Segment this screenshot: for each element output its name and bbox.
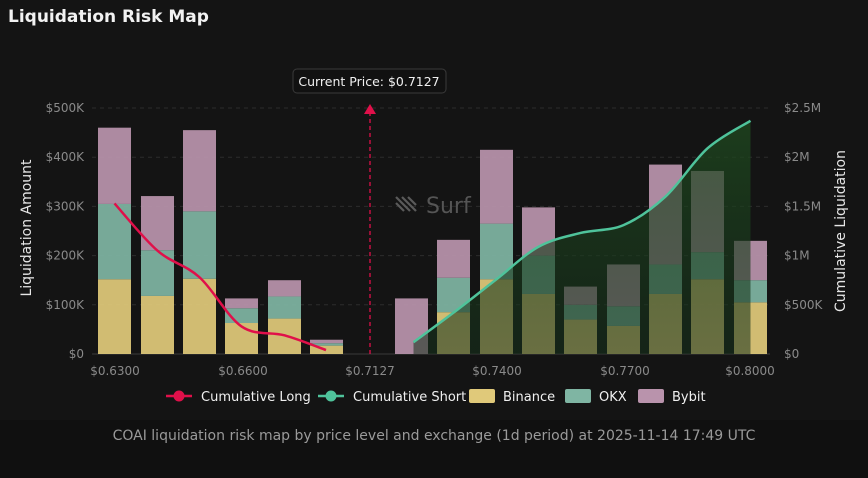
current-price-tooltip: Current Price: $0.7127	[298, 74, 439, 89]
bar-segment-binance	[310, 345, 343, 354]
bar-segment-binance	[225, 323, 258, 354]
legend-dot-marker	[173, 390, 185, 402]
y2-axis-label: Cumulative Liquidation	[833, 150, 849, 312]
bar-segment-bybit	[98, 127, 131, 204]
liquidation-chart: Surf $0 $100K $200K $300K $400K $500K $0 $500K $…	[19, 68, 849, 405]
bar-segment-bybit	[437, 239, 470, 278]
y-tick-label: $100K	[46, 298, 86, 312]
x-tick-label: $0.6600	[218, 364, 268, 378]
legend-swatch	[565, 389, 591, 403]
legend-item-label: Binance	[503, 390, 555, 405]
y-tick-label: $0	[69, 347, 84, 361]
current-price-tooltip-box	[292, 68, 447, 94]
bar-segment-bybit	[268, 280, 301, 297]
x-tick-label: $0.7127	[345, 364, 395, 378]
current-price-arrow-icon	[364, 104, 376, 114]
cumulative-short-area	[413, 120, 751, 355]
bar-segment-okx	[310, 343, 343, 346]
legend-item-label: Cumulative Long	[201, 390, 311, 405]
legend-item-label: OKX	[599, 390, 627, 405]
y-tick-label: $400K	[46, 150, 86, 164]
y2-tick-label: $2.5M	[784, 101, 821, 115]
chart-caption: COAI liquidation risk map by price level…	[112, 428, 756, 444]
y2-tick-label: $0	[784, 347, 799, 361]
bar-segment-bybit	[225, 298, 258, 309]
y-tick-label: $200K	[46, 249, 86, 263]
x-tick-label: $0.7700	[600, 364, 650, 378]
surf-logo-icon	[395, 196, 417, 212]
bar-segment-bybit	[310, 339, 343, 344]
x-tick-label: $0.6300	[90, 364, 140, 378]
legend-dot-marker	[325, 390, 337, 402]
surf-watermark: Surf	[395, 194, 472, 219]
bar-segment-binance	[98, 279, 131, 354]
bar-segment-bybit	[183, 130, 216, 212]
chart-card: Liquidation Risk Map Surf $0 $100K $200K $3…	[8, 7, 849, 405]
bar-segment-okx	[141, 250, 174, 296]
x-tick-label: $0.7400	[472, 364, 522, 378]
watermark-text: Surf	[426, 194, 472, 219]
legend-swatch	[469, 389, 495, 403]
y-tick-label: $300K	[46, 199, 86, 213]
y2-tick-label: $500K	[784, 298, 824, 312]
bar-segment-bybit	[141, 196, 174, 251]
y2-tick-label: $1.5M	[784, 199, 821, 213]
bar-segment-bybit	[480, 149, 513, 224]
y2-tick-label: $1M	[784, 249, 810, 263]
x-tick-label: $0.8000	[725, 364, 775, 378]
bar-segment-okx	[183, 211, 216, 279]
y-axis-label: Liquidation Amount	[19, 159, 35, 297]
legend-item-label: Cumulative Short	[353, 390, 466, 405]
page-title: Liquidation Risk Map	[8, 7, 209, 27]
bar-segment-okx	[268, 296, 301, 319]
legend-item-label: Bybit	[672, 390, 706, 405]
cumulative-long-line	[113, 202, 327, 352]
legend-swatch	[638, 389, 664, 403]
y2-tick-label: $2M	[784, 150, 810, 164]
y-tick-label: $500K	[46, 101, 86, 115]
bar-segment-binance	[141, 295, 174, 354]
